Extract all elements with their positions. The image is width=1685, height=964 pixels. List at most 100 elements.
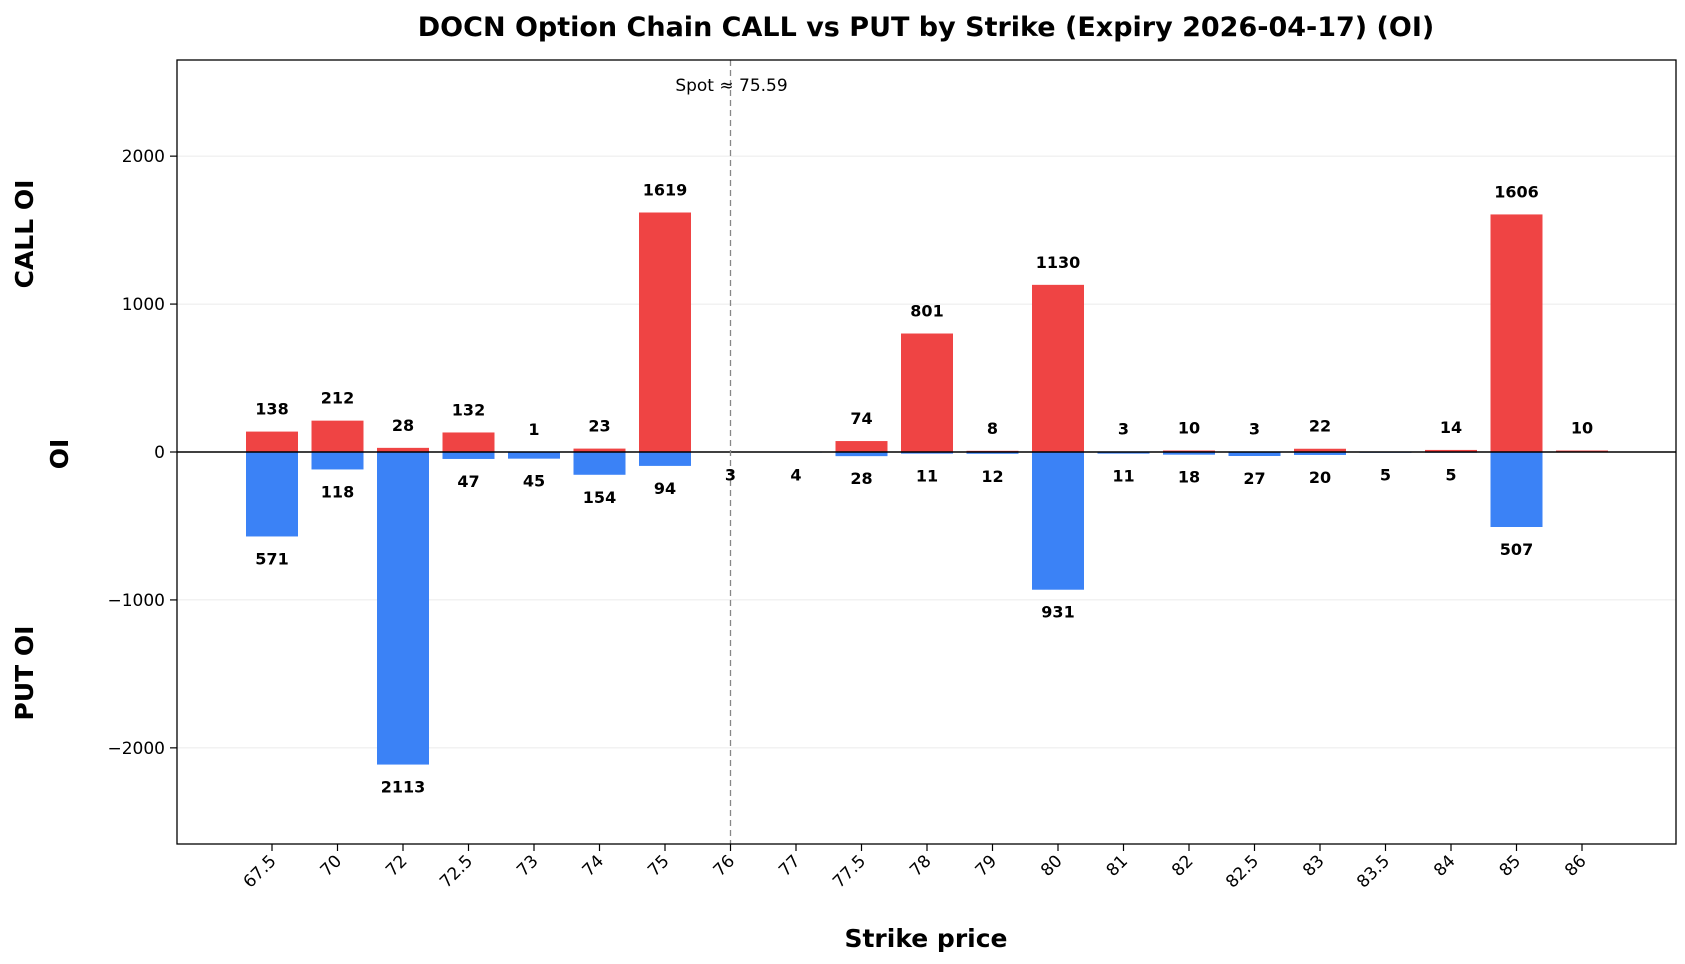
call-value-label: 28 [392, 416, 414, 435]
call-value-label: 801 [910, 302, 943, 321]
x-tick-label: 67.5 [240, 851, 281, 892]
x-tick-label: 83 [1299, 851, 1328, 880]
call-bar [246, 431, 298, 452]
call-value-label: 138 [255, 400, 288, 419]
spot-marker: Spot ≈ 75.59 [675, 60, 788, 844]
call-bar [442, 432, 495, 452]
x-tick-label: 72 [382, 851, 411, 880]
x-tick-label: 83.5 [1353, 851, 1394, 892]
x-tick-label: 73 [513, 851, 542, 880]
put-bar [835, 452, 888, 457]
put-value-label: 27 [1243, 469, 1265, 488]
x-tick-label: 74 [579, 851, 608, 880]
call-value-label: 3 [1249, 420, 1260, 439]
call-value-label: 3 [1118, 420, 1129, 439]
call-bar [1163, 450, 1215, 452]
put-value-label: 118 [321, 482, 354, 501]
bars [177, 212, 1676, 765]
x-tick-label: 86 [1561, 851, 1590, 880]
x-axis-label: Strike price [844, 924, 1007, 953]
call-value-label: 1619 [643, 181, 688, 200]
x-tick-label: 76 [710, 851, 739, 880]
call-bar [901, 333, 953, 452]
call-bar [1032, 284, 1084, 452]
put-bar [1032, 452, 1084, 590]
put-value-label: 507 [1500, 540, 1533, 559]
call-value-label: 8 [987, 419, 998, 438]
x-tick-label: 70 [317, 851, 346, 880]
put-bar [311, 452, 364, 470]
put-bar [1163, 452, 1215, 455]
call-value-label: 1606 [1494, 182, 1539, 201]
put-bar [1097, 452, 1150, 454]
put-value-label: 571 [255, 549, 288, 568]
y-tick-label: −1000 [107, 591, 165, 611]
call-bar [835, 441, 888, 452]
call-value-label: 132 [452, 400, 485, 419]
y-tick-label: 2000 [122, 147, 165, 167]
put-value-label: 18 [1178, 468, 1200, 487]
put-value-label: 3 [725, 465, 736, 484]
x-tick-label: 85 [1496, 851, 1525, 880]
call-value-label: 23 [588, 417, 610, 436]
x-tick-label: 77 [775, 851, 804, 880]
put-value-label: 4 [790, 466, 801, 485]
x-tick-label: 77.5 [829, 851, 870, 892]
call-bar [1490, 214, 1543, 452]
y-axis-label: OI [45, 439, 74, 470]
put-value-label: 28 [850, 469, 872, 488]
put-value-label: 5 [1380, 466, 1391, 485]
put-value-label: 931 [1041, 603, 1074, 622]
call-bar [1556, 450, 1608, 452]
spot-label: Spot ≈ 75.59 [675, 76, 787, 96]
y-tick-label: 1000 [122, 295, 165, 315]
y-axis-label-put: PUT OI [10, 626, 39, 721]
put-value-label: 11 [1112, 467, 1134, 486]
put-bar [639, 452, 691, 466]
put-bar [508, 452, 560, 459]
call-value-label: 212 [321, 389, 354, 408]
put-bar [573, 452, 626, 475]
x-tick-label: 72.5 [436, 851, 477, 892]
x-tick-label: 81 [1103, 851, 1132, 880]
y-tick-label: 0 [154, 443, 165, 463]
put-value-label: 45 [523, 472, 545, 491]
call-bar [1294, 448, 1346, 452]
call-value-label: 10 [1571, 419, 1593, 438]
put-bar [246, 452, 298, 537]
x-tick-label: 84 [1430, 851, 1459, 880]
put-value-label: 154 [583, 488, 616, 507]
call-value-label: 22 [1309, 417, 1331, 436]
put-value-label: 11 [916, 467, 938, 486]
put-bar [1490, 452, 1543, 527]
put-value-label: 20 [1309, 468, 1331, 487]
x-tick-label: 78 [906, 851, 935, 880]
put-bar [966, 452, 1019, 454]
call-bar [1425, 449, 1477, 452]
put-value-label: 94 [654, 479, 676, 498]
put-bar [901, 452, 953, 454]
put-value-label: 5 [1445, 466, 1456, 485]
put-value-label: 47 [457, 472, 479, 491]
put-bar [1228, 452, 1281, 456]
x-axis: 67.5 70 72 72.5 73 74 75 76 77 77.5 78 79 80 81 82 82.5… [240, 844, 1591, 892]
put-value-label: 2113 [381, 778, 426, 797]
x-tick-label: 82 [1168, 851, 1197, 880]
call-value-label: 1 [528, 420, 539, 439]
put-bar [442, 452, 495, 459]
x-tick-label: 75 [644, 851, 673, 880]
call-bar [573, 448, 626, 452]
put-bar [377, 452, 429, 765]
y-axis-label-call: CALL OI [10, 180, 39, 289]
call-bar [639, 212, 691, 452]
x-tick-label: 80 [1037, 851, 1066, 880]
put-value-label: 12 [981, 467, 1003, 486]
y-axis: −2000 −1000 0 1000 2000 [107, 147, 177, 759]
call-value-label: 1130 [1036, 253, 1081, 272]
call-bar [311, 420, 364, 452]
call-value-label: 14 [1440, 418, 1462, 437]
call-value-label: 74 [850, 409, 872, 428]
call-value-label: 10 [1178, 419, 1200, 438]
x-tick-label: 79 [972, 851, 1001, 880]
